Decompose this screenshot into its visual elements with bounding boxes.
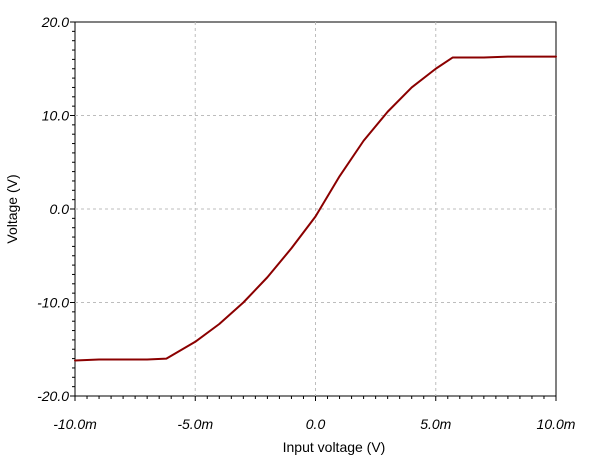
x-tick-labels: -10.0m -5.0m 0.0 5.0m 10.0m [53, 416, 576, 432]
series-line [74, 55, 557, 362]
x-tick-label: 0.0 [306, 416, 326, 432]
y-tick-label: -20.0 [37, 388, 69, 404]
x-tick-label: -10.0m [53, 416, 97, 432]
y-axis-label: Voltage (V) [4, 174, 20, 243]
y-gridlines [75, 115, 556, 303]
x-axis-label: Input voltage (V) [283, 439, 386, 455]
x-tick-label: 5.0m [420, 416, 451, 432]
minor-ticks [70, 21, 557, 401]
y-tick-labels: 20.0 10.0 0.0 -10.0 -20.0 [37, 14, 69, 404]
series-layer [74, 55, 557, 362]
y-tick-label: 10.0 [42, 108, 69, 124]
y-tick-label: -10.0 [37, 295, 69, 311]
y-tick-label: 20.0 [41, 14, 69, 30]
y-tick-label: 0.0 [50, 201, 70, 217]
x-tick-label: -5.0m [177, 416, 213, 432]
x-tick-label: 10.0m [537, 416, 576, 432]
